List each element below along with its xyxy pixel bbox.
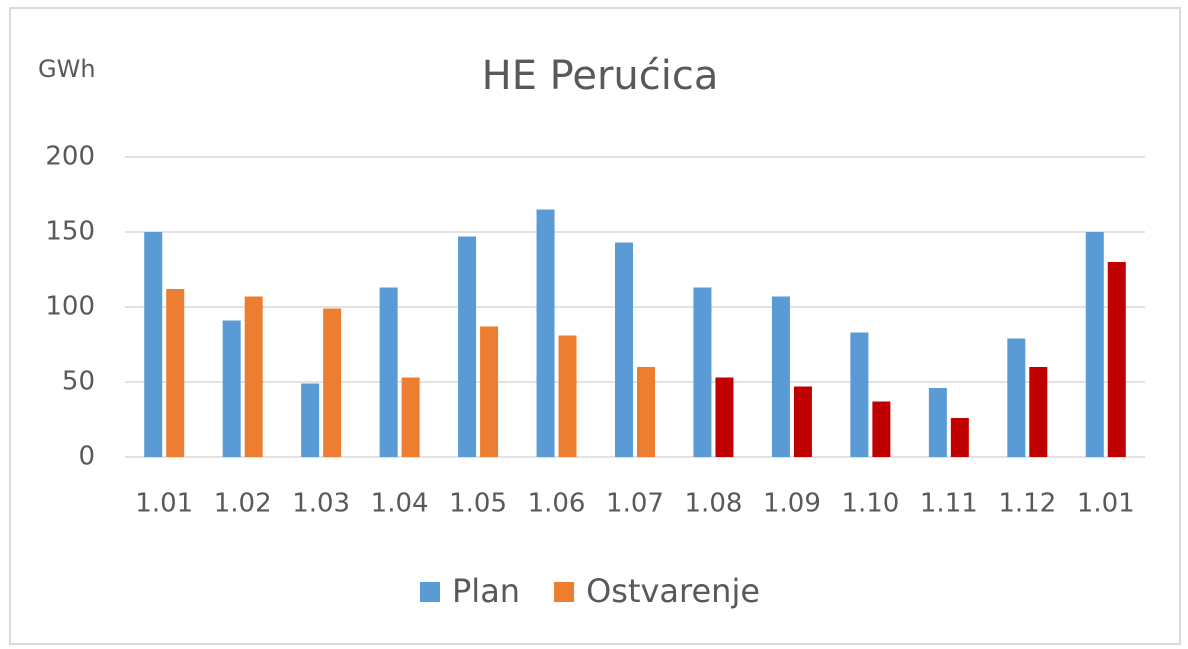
bar bbox=[244, 296, 263, 457]
y-tick-label: 50 bbox=[62, 367, 95, 397]
x-tick-label: 1.12 bbox=[998, 489, 1056, 519]
bar bbox=[1029, 367, 1048, 457]
bar bbox=[323, 308, 342, 457]
bar bbox=[637, 367, 655, 457]
bar bbox=[771, 296, 790, 457]
bar bbox=[401, 377, 420, 457]
bar bbox=[222, 320, 241, 457]
x-tick-label: 1.03 bbox=[292, 489, 350, 519]
legend-swatch bbox=[420, 582, 440, 602]
bar bbox=[144, 232, 163, 457]
x-tick-label: 1.06 bbox=[528, 489, 586, 519]
bar bbox=[1107, 262, 1126, 457]
legend-label: Ostvarenje bbox=[586, 572, 760, 610]
bar bbox=[850, 332, 869, 457]
x-tick-label: 1.01 bbox=[135, 489, 193, 519]
bar bbox=[1007, 338, 1026, 457]
x-tick-label: 1.07 bbox=[606, 489, 664, 519]
bar bbox=[872, 401, 891, 457]
chart-title: HE Perućica bbox=[482, 53, 719, 99]
bar bbox=[693, 287, 712, 457]
x-tick-label: 1.10 bbox=[841, 489, 899, 519]
bar bbox=[480, 326, 499, 457]
y-tick-label: 100 bbox=[45, 292, 95, 322]
bar bbox=[558, 335, 577, 457]
x-tick-label: 1.11 bbox=[920, 489, 978, 519]
legend-swatch bbox=[554, 582, 575, 602]
legend-label: Plan bbox=[452, 572, 520, 610]
x-tick-label: 1.02 bbox=[214, 489, 272, 519]
bar bbox=[166, 289, 185, 457]
x-tick-label: 1.05 bbox=[449, 489, 507, 519]
y-tick-label: 0 bbox=[78, 442, 95, 472]
bar bbox=[793, 386, 812, 457]
bar bbox=[928, 388, 947, 457]
y-tick-label: 200 bbox=[45, 142, 95, 172]
bar bbox=[301, 383, 320, 457]
x-tick-label: 1.01 bbox=[1077, 489, 1135, 519]
chart-frame bbox=[9, 7, 1181, 645]
x-tick-label: 1.08 bbox=[685, 489, 743, 519]
y-tick-label: 150 bbox=[45, 217, 95, 247]
bar bbox=[1085, 232, 1104, 457]
bar bbox=[715, 377, 734, 457]
bar bbox=[615, 242, 633, 457]
bar bbox=[950, 418, 969, 457]
x-tick-label: 1.09 bbox=[763, 489, 821, 519]
x-tick-label: 1.04 bbox=[371, 489, 429, 519]
y-axis-label: GWh bbox=[38, 55, 96, 83]
bar bbox=[379, 287, 398, 457]
bar bbox=[536, 209, 555, 457]
bar bbox=[458, 236, 477, 457]
